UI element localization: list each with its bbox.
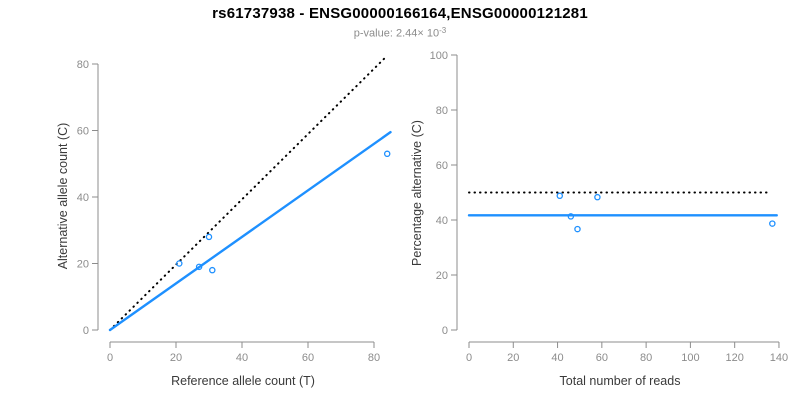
x-tick-label: 80 [640,352,652,364]
x-tick-label: 80 [368,352,380,364]
x-tick-label: 100 [681,352,699,364]
data-point [383,150,391,158]
p-value-text: p-value: 2.44× 10 [353,27,440,40]
x-tick-label: 40 [236,352,248,364]
y-tick-label: 0 [442,325,448,337]
y-tick-label: 20 [77,259,89,271]
x-tick-label: 20 [170,352,182,364]
data-point [176,260,183,267]
right-y-axis-title: Percentage alternative (C) [410,120,424,266]
left-y-axis-title: Alternative allele count (C) [56,122,70,270]
right-x-axis-title: Total number of reads [559,374,681,388]
p-value-subtitle: p-value: 2.44× 10-3 [0,25,800,40]
right-panel: 0 20 40 60 80 100 120 140 0 20 40 60 80 100 [430,50,788,364]
p-value-exponent: -3 [439,26,447,35]
left-panel: 0 20 40 60 80 0 20 40 60 80 [77,54,392,364]
x-tick-label: 40 [551,352,563,364]
left-x-axis-title: Reference allele count (T) [171,374,315,388]
y-tick-label: 60 [436,160,448,172]
data-point [205,233,213,241]
fitted-ratio-line [108,130,392,332]
y-tick-label: 0 [83,325,89,337]
y-tick-label: 80 [77,59,89,71]
y-tick-label: 80 [436,105,448,117]
x-tick-label: 120 [726,352,744,364]
y-tick-label: 60 [77,126,89,138]
data-point [567,213,575,220]
y-tick-label: 100 [430,50,448,62]
data-point [556,192,564,200]
data-point [209,266,216,274]
data-point [574,225,581,233]
x-tick-label: 20 [507,352,519,364]
plot-title: rs61737938 - ENSG00000166164,ENSG0000012… [212,5,588,22]
x-tick-label: 0 [107,352,113,364]
x-tick-label: 140 [770,352,788,364]
x-tick-label: 0 [466,352,472,364]
data-point [594,193,601,201]
y-tick-label: 40 [77,192,89,204]
data-point [195,263,203,271]
y-tick-label: 20 [436,270,448,282]
data-point [769,220,776,227]
x-tick-label: 60 [302,352,314,364]
identity-line [109,54,389,331]
x-tick-label: 60 [596,352,608,364]
y-tick-label: 40 [436,215,448,227]
